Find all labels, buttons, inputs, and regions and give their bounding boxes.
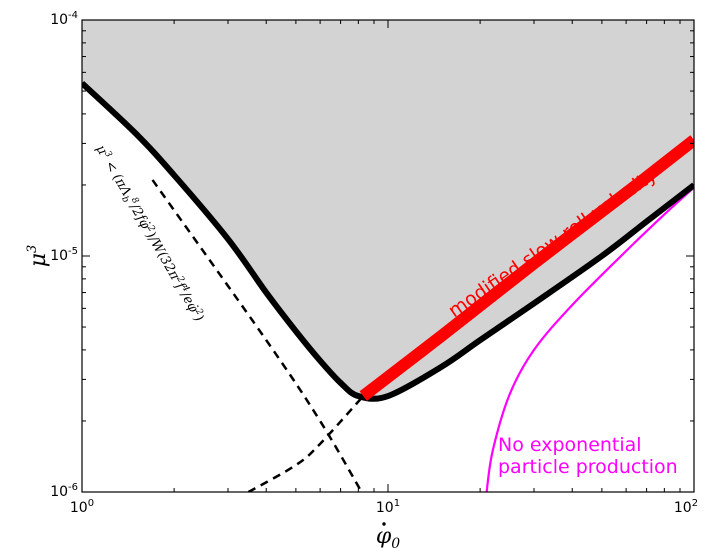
x-axis-title-text: φ0: [376, 524, 400, 551]
series-asymptote-right: [248, 396, 363, 492]
y-tick-labels: 10-4 10-5 10-6: [50, 10, 78, 500]
plot-area: [82, 20, 694, 492]
annotation-no-production-line2: particle production: [498, 456, 678, 478]
x-axis-title: φ0: [376, 522, 400, 551]
x-tick-label-10: 101: [376, 498, 400, 516]
y-axis-title: μ3: [25, 245, 51, 268]
x-axis-title-dot: [382, 522, 385, 525]
y-tick-label-1e-4: 10-4: [50, 10, 78, 28]
annotation-no-production-line1: No exponential: [498, 434, 642, 456]
x-tick-label-1: 100: [70, 498, 94, 516]
x-tick-label-100: 102: [674, 498, 698, 516]
y-tick-label-1e-6: 10-6: [50, 482, 78, 500]
x-tick-labels: 100 101 102: [70, 498, 698, 516]
y-tick-label-1e-5: 10-5: [50, 246, 78, 264]
y-axis-title-text: μ3: [25, 245, 51, 268]
